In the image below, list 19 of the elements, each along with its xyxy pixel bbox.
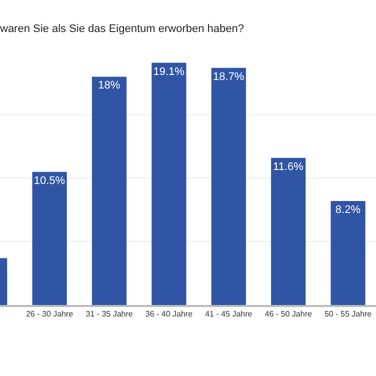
x-tick-label: 31 - 35 Jahre	[86, 310, 134, 319]
data-label: 11.6%	[273, 160, 304, 173]
bar	[32, 172, 67, 305]
x-tick-label: 41 - 45 Jahre	[205, 310, 253, 319]
bar	[152, 62, 186, 305]
x-tick-label: 26 - 30 Jahre	[26, 310, 74, 319]
bar	[211, 68, 246, 305]
chart-title: waren Sie als Sie das Eigentum erworben haben?	[0, 22, 244, 35]
data-label: 18%	[98, 80, 120, 92]
x-tick-label: 46 - 50 Jahre	[264, 310, 312, 319]
bar	[330, 201, 366, 305]
x-tick-label: 36 - 40 Jahre	[145, 310, 194, 319]
data-label: 19.1%	[153, 66, 185, 78]
bar	[92, 76, 127, 305]
data-label: 10.5%	[34, 174, 66, 187]
data-label: 8.2%	[335, 204, 361, 216]
x-tick-label: 50 - 55 Jahre	[324, 310, 372, 319]
data-label: 18.7%	[212, 70, 244, 83]
bar	[271, 158, 306, 305]
